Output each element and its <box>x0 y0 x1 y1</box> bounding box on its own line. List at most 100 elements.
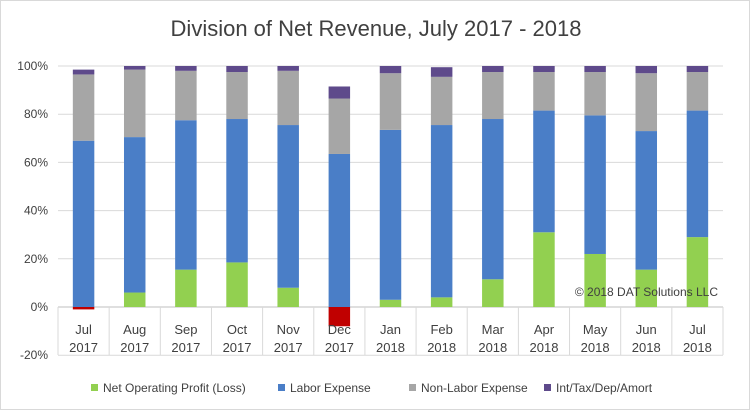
legend: Net Operating Profit (Loss) Labor Expense… <box>91 381 653 395</box>
bar-segment <box>635 66 658 74</box>
legend-label: Non-Labor Expense <box>421 381 528 395</box>
bar-segment <box>482 72 504 120</box>
bar-segment <box>686 110 709 238</box>
bar-segment <box>533 72 555 111</box>
bar-segment <box>277 66 299 71</box>
y-tick-label: 40% <box>24 204 48 218</box>
bar-segment <box>175 269 197 307</box>
x-tick-label-month: Mar <box>482 322 505 337</box>
bar-segment <box>277 125 299 288</box>
x-tick-label-year: 2018 <box>427 340 456 355</box>
legend-label: Int/Tax/Dep/Amort <box>556 381 653 395</box>
x-tick-label-month: Jul <box>689 322 706 337</box>
x-tick-label-month: Oct <box>227 322 248 337</box>
bar-segment <box>123 137 146 293</box>
bar-segment <box>686 72 709 111</box>
bar-segment <box>226 66 248 73</box>
bar-segment <box>72 307 95 310</box>
bar-segment <box>226 262 248 307</box>
bar-segment <box>635 131 658 270</box>
x-tick-label-month: Feb <box>430 322 452 337</box>
bar-segment <box>533 66 555 73</box>
bar-segment <box>379 73 402 130</box>
bar-segment <box>482 279 504 307</box>
bar-segment <box>277 70 299 126</box>
x-tick-label-year: 2018 <box>581 340 610 355</box>
x-tick-label-year: 2017 <box>223 340 252 355</box>
bar-segment <box>123 66 146 70</box>
y-tick-label: 20% <box>24 252 48 266</box>
bar-segment <box>72 69 95 75</box>
legend-label: Labor Expense <box>290 381 371 395</box>
chart-title: Division of Net Revenue, July 2017 - 201… <box>171 16 582 41</box>
x-tick-label-month: Jun <box>636 322 657 337</box>
legend-swatch <box>278 384 285 391</box>
x-tick-label-month: Apr <box>534 322 555 337</box>
x-tick-label-year: 2018 <box>478 340 507 355</box>
bar-segment <box>226 119 248 263</box>
x-tick-label-year: 2018 <box>530 340 559 355</box>
bar-segment <box>72 140 95 307</box>
bar-segment <box>635 73 658 132</box>
bar-segment <box>635 269 658 307</box>
y-tick-label: 0% <box>31 300 49 314</box>
legend-swatch <box>409 384 416 391</box>
x-tick-label-month: May <box>583 322 608 337</box>
bar-segment <box>328 153 351 307</box>
x-tick-label-month: Aug <box>123 322 146 337</box>
x-tick-label-month: Jan <box>380 322 401 337</box>
x-tick-label-year: 2018 <box>632 340 661 355</box>
x-tick-label-month: Sep <box>174 322 197 337</box>
bar-segment <box>379 129 402 300</box>
bar-segment <box>686 66 709 73</box>
copyright-annotation: © 2018 DAT Solutions LLC <box>575 285 718 299</box>
x-tick-label-year: 2017 <box>120 340 149 355</box>
legend-swatch <box>91 384 98 391</box>
bar-segment <box>430 67 453 77</box>
x-tick-label-year: 2017 <box>274 340 303 355</box>
bar-segment <box>123 69 146 138</box>
x-axis: Jul 2017 Aug 2017 Sep 2017 Oct 2017 Nov 2017 Dec 20… <box>57 307 724 355</box>
bar-segment <box>482 119 504 280</box>
bar-segment <box>328 98 351 154</box>
bar-segment <box>277 287 299 307</box>
bar-segment <box>72 74 95 141</box>
x-tick-label-year: 2017 <box>69 340 98 355</box>
x-tick-label-year: 2017 <box>325 340 354 355</box>
bar-segment <box>533 232 555 307</box>
y-tick-label: 100% <box>17 59 48 73</box>
bar-segment <box>175 66 197 71</box>
bars <box>72 66 709 327</box>
bar-segment <box>175 70 197 121</box>
x-tick-label-year: 2018 <box>683 340 712 355</box>
bar-segment <box>328 307 351 327</box>
bar-segment <box>482 66 504 73</box>
y-tick-label: 60% <box>24 155 48 169</box>
bar-segment <box>430 297 453 307</box>
bar-segment <box>379 66 402 74</box>
bar-segment <box>686 237 709 307</box>
y-tick-label: 80% <box>24 107 48 121</box>
legend-swatch <box>544 384 551 391</box>
bar-segment <box>379 299 402 307</box>
bar-segment <box>584 115 606 254</box>
x-tick-label-year: 2017 <box>171 340 200 355</box>
bar-segment <box>430 76 453 126</box>
y-axis: -20% 0% 20% 40% 60% 80% 100% <box>17 59 48 362</box>
legend-label: Net Operating Profit (Loss) <box>103 381 246 395</box>
bar-segment <box>533 110 555 233</box>
x-tick-label-month: Jul <box>75 322 92 337</box>
bar-segment <box>584 253 606 307</box>
x-tick-label-year: 2018 <box>376 340 405 355</box>
bar-segment <box>123 292 146 307</box>
x-tick-label-month: Dec <box>328 322 352 337</box>
bar-segment <box>430 125 453 298</box>
y-tick-label: -20% <box>20 348 48 362</box>
bar-segment <box>584 72 606 116</box>
x-tick-label-month: Nov <box>277 322 301 337</box>
bar-segment <box>328 86 351 99</box>
bar-segment <box>175 120 197 270</box>
bar-segment <box>584 66 606 73</box>
